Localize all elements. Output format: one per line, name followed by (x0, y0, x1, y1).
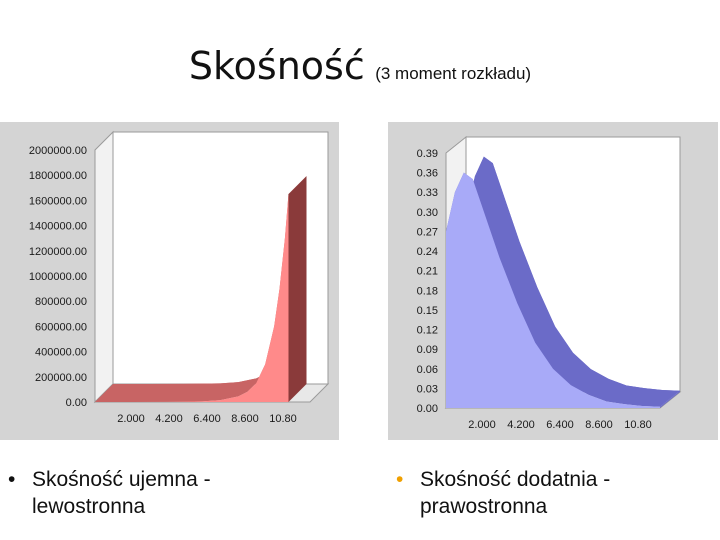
x-tick-label: 8.600 (231, 413, 259, 425)
title-subtitle: (3 moment rozkładu) (375, 64, 532, 83)
x-tick-label: 2.000 (117, 413, 145, 425)
bullet-positive-skew: • Skośność dodatnia - prawostronna (396, 466, 716, 520)
y-tick-label: 0.18 (417, 285, 438, 297)
y-tick-label: 1000000.00 (29, 271, 87, 283)
y-tick-label: 400000.00 (35, 347, 87, 359)
bullet-negative-skew: • Skośność ujemna - lewostronna (8, 466, 308, 520)
y-tick-label: 600000.00 (35, 321, 87, 333)
y-tick-label: 0.03 (417, 383, 438, 395)
bullet-right-line1: Skośność dodatnia - (420, 468, 611, 491)
y-tick-label: 0.15 (417, 305, 438, 317)
chart-positive-skew: 0.39 0.36 0.33 0.30 0.27 0.24 0.21 0.18 0.15 0.12… (388, 122, 718, 440)
y-tick-label: 0.06 (417, 364, 438, 376)
x-tick-label: 8.600 (585, 419, 613, 431)
bullet-left-line2: lewostronna (32, 495, 146, 518)
y-tick-label: 0.24 (417, 246, 438, 258)
title-main: Skośność (188, 44, 365, 88)
area-side-cap-right (660, 390, 680, 408)
y-tick-label: 800000.00 (35, 296, 87, 308)
y-tick-label: 200000.00 (35, 372, 87, 384)
y-tick-label: 0.21 (417, 266, 438, 278)
chart-negative-skew-svg: 2000000.00 1800000.00 1600000.00 1400000.00… (29, 130, 330, 425)
bullet-right-line2: prawostronna (420, 495, 548, 518)
y-tick-label: 0.30 (417, 207, 438, 219)
area-side-cap-left (288, 176, 307, 402)
bullet-left-line1: Skośność ujemna - (32, 468, 211, 491)
slide-title: Skośność (3 moment rozkładu) (0, 44, 720, 88)
axis-wall-left (94, 130, 114, 404)
y-tick-label: 0.00 (66, 397, 87, 409)
x-tick-label: 4.200 (507, 419, 535, 431)
x-tick-label: 10.80 (269, 413, 297, 425)
y-tick-label: 0.33 (417, 187, 438, 199)
x-tick-label: 6.400 (546, 419, 574, 431)
x-tick-label: 6.400 (193, 413, 221, 425)
y-tick-label: 0.12 (417, 325, 438, 337)
y-tick-label: 0.36 (417, 168, 438, 180)
area-front-left (95, 194, 289, 402)
y-tick-label: 1800000.00 (29, 170, 87, 182)
area-front-right (446, 172, 660, 408)
y-tick-label: 2000000.00 (29, 145, 87, 157)
bullet-dot-icon: • (396, 468, 404, 491)
x-tick-label: 10.80 (624, 419, 652, 431)
y-tick-label: 0.09 (417, 344, 438, 356)
area-top-surface-right (446, 156, 680, 407)
x-tick-label: 2.000 (468, 419, 496, 431)
y-tick-label: 1400000.00 (29, 221, 87, 233)
bullet-dot-icon: • (8, 468, 16, 491)
y-tick-label: 0.39 (417, 148, 438, 160)
x-tick-label: 4.200 (155, 413, 183, 425)
y-tick-label: 1600000.00 (29, 195, 87, 207)
y-tick-label: 0.00 (417, 403, 438, 415)
y-tick-label: 1200000.00 (29, 246, 87, 258)
y-tick-label: 0.27 (417, 226, 438, 238)
chart-negative-skew: 2000000.00 1800000.00 1600000.00 1400000.00… (0, 122, 339, 440)
chart-positive-skew-svg: 0.39 0.36 0.33 0.30 0.27 0.24 0.21 0.18 0.15 0.12… (417, 135, 682, 431)
